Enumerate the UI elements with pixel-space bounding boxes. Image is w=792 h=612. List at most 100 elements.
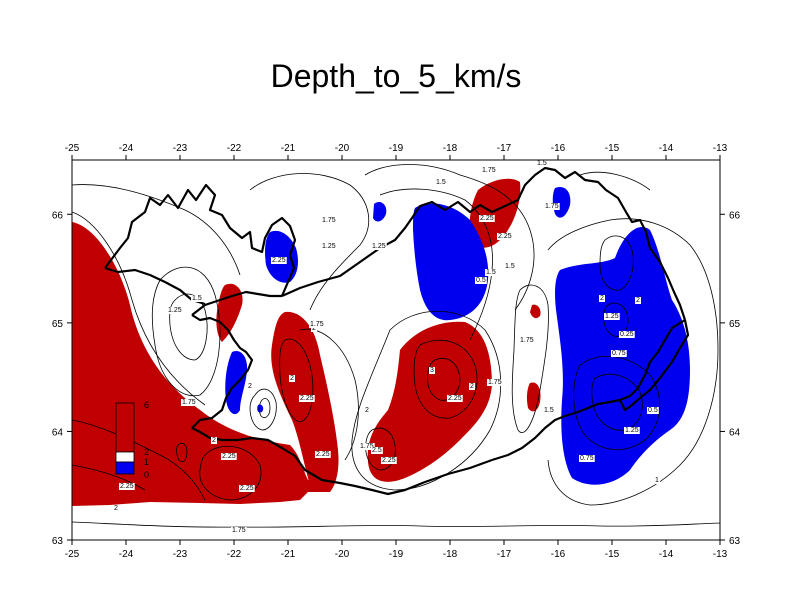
contour-label-background: [311, 325, 317, 332]
x-tick-label-top: -20: [335, 143, 350, 154]
contour-label-background: [191, 295, 203, 302]
contour-line: [72, 464, 146, 491]
contour-label: 1.75: [360, 443, 374, 450]
x-tick-label-bottom: -25: [65, 549, 80, 560]
contour-label-background: [381, 457, 397, 464]
coastline-south: [191, 427, 493, 496]
contour-label: 0.5: [648, 407, 658, 414]
contour-label-background: [119, 483, 135, 490]
legend-high-swatch: [115, 402, 135, 453]
y-tick-label-right: 63: [729, 536, 741, 547]
x-tick-label-bottom: -20: [335, 549, 350, 560]
contour-label: 2.5: [372, 447, 382, 454]
contour-lines: [72, 164, 720, 528]
contour-label: 2: [248, 383, 252, 390]
contour-line: [199, 446, 262, 501]
x-axis-bottom-labels: -25 -24 -23 -22 -21 -20 -19 -18 -17 -16 -15 -14 -13: [65, 549, 728, 560]
contour-label-background: [321, 217, 337, 224]
x-tick-label-bottom: -13: [713, 549, 728, 560]
contour-label-background: [624, 427, 640, 434]
contour-label-background: [321, 243, 337, 250]
iceland-coastline: [104, 166, 690, 496]
contour-label-background: [429, 367, 435, 374]
contour-line: [599, 235, 634, 291]
map-title: Depth_to_5_km/s: [270, 58, 522, 94]
contour-line: [72, 211, 206, 406]
x-tick-label-bottom: -24: [119, 549, 134, 560]
contour-label: 2: [365, 407, 369, 414]
contour-label-background: [485, 269, 497, 276]
contour-label: 0.75: [612, 350, 626, 357]
contour-label: 2.25: [448, 395, 462, 402]
contour-label-background: [371, 243, 387, 250]
contour-line: [151, 266, 221, 397]
x-tick-label-top: -21: [281, 143, 296, 154]
contour-label-background: [519, 337, 535, 344]
contour-label: 1.75: [182, 399, 196, 406]
contour-line: [72, 419, 206, 501]
low-depth-region-west: [265, 230, 298, 283]
contour-line: [249, 173, 369, 311]
contour-label: 1.5: [544, 407, 554, 414]
contour-label: 0.25: [620, 331, 634, 338]
contour-label: 1.25: [168, 307, 182, 314]
coastline-snaefellsnes: [191, 290, 282, 316]
contour-line: [279, 338, 314, 423]
contour-line: [364, 164, 535, 311]
contour-label: 0.5: [476, 277, 486, 284]
coastline-reykjanes: [191, 314, 254, 429]
contour-line: [72, 521, 720, 528]
contour-label: 1.25: [605, 313, 619, 320]
legend-label-bottom: 0: [144, 470, 149, 480]
contour-label: 2.25: [498, 233, 512, 240]
contour-line: [579, 171, 651, 191]
contour-label: 1.25: [625, 427, 639, 434]
contour-label-background: [231, 527, 247, 534]
x-tick-label-top: -17: [497, 143, 512, 154]
contour-label: 3: [430, 367, 434, 374]
coastline-westfjords-south: [104, 266, 206, 306]
contour-label-background: [611, 350, 627, 357]
coastline-east-fjords: [491, 319, 686, 462]
contour-label: 1.25: [372, 243, 386, 250]
contour-label: 2: [470, 383, 474, 390]
x-tick-label-top: -22: [227, 143, 242, 154]
contour-label-background: [447, 395, 463, 402]
contour-label-background: [543, 407, 555, 414]
contour-label: 1.75: [232, 527, 246, 534]
contour-label-background: [271, 257, 287, 264]
x-tick-label-top: -19: [389, 143, 404, 154]
contour-line: [72, 184, 241, 276]
contour-label-background: [364, 407, 370, 414]
contour-label: 2.25: [316, 451, 330, 458]
contour-label-background: [481, 167, 497, 174]
high-depth-region-central: [367, 321, 492, 482]
contour-label: 1.25: [322, 243, 336, 250]
contour-line: [258, 398, 271, 418]
contour-label-background: [469, 383, 475, 390]
x-axis-top-labels: -25 -24 -23 -22 -21 -20 -19 -18 -17 -16 -15 -14 -13: [65, 143, 728, 154]
x-tick-label-bottom: -17: [497, 549, 512, 560]
contour-line: [351, 311, 502, 491]
x-tick-label-bottom: -21: [281, 549, 296, 560]
contour-label-background: [435, 179, 447, 186]
contour-label-background: [504, 263, 516, 270]
contour-label: 1.75: [482, 167, 496, 174]
y-tick-label-right: 64: [729, 427, 741, 438]
x-tick-label-bottom: -23: [173, 549, 188, 560]
contour-label-background: [315, 451, 331, 458]
contour-label-background: [536, 160, 548, 167]
contour-label: 2: [636, 297, 640, 304]
x-tick-label-top: -18: [443, 143, 458, 154]
x-tick-label-top: -15: [605, 143, 620, 154]
y-axis-right-labels: 66 65 64 63: [729, 210, 741, 547]
contour-label-background: [487, 379, 503, 386]
contour-line: [249, 388, 277, 431]
contour-line: [603, 302, 629, 337]
legend-mid-swatch: [115, 451, 135, 463]
contour-label: 2: [212, 437, 216, 444]
contour-label-background: [211, 437, 217, 444]
contour-line: [299, 328, 359, 461]
x-tick-label-top: -25: [65, 143, 80, 154]
contour-label-background: [289, 375, 295, 382]
